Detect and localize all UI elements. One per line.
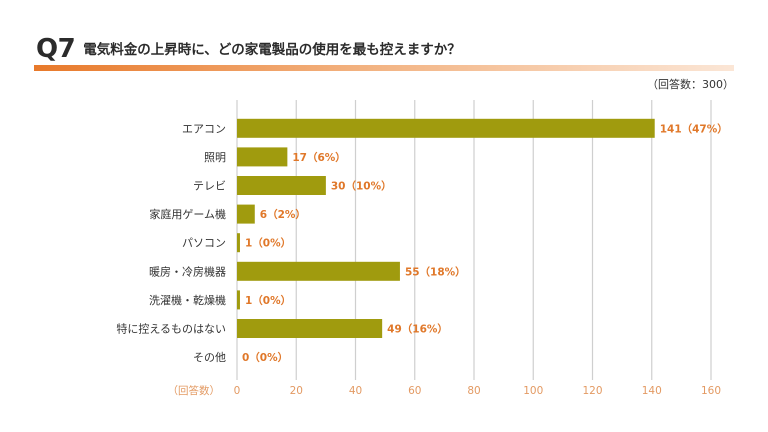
category-label: パソコン (182, 237, 226, 250)
bar (237, 290, 240, 310)
data-label: 141（47%） (660, 122, 728, 135)
title-underline (34, 65, 734, 71)
category-label: 家庭用ゲーム機 (149, 207, 226, 221)
x-tick-label: 120 (582, 385, 602, 397)
data-label: 0（0%） (242, 351, 288, 364)
x-tick-label: 40 (349, 385, 362, 397)
data-label: 1（0%） (245, 237, 291, 250)
bar (237, 147, 288, 167)
chart-header: Q7 電気料金の上昇時に、どの家電製品の使用を最も控えますか？ (36, 34, 461, 64)
bar (237, 118, 655, 138)
bar (237, 261, 400, 281)
bar (237, 204, 255, 224)
x-tick-label: 80 (467, 385, 480, 397)
category-label: 洗濯機・乾燥機 (149, 293, 226, 307)
data-label: 6（2%） (260, 208, 306, 221)
category-label: その他 (193, 351, 226, 364)
category-label: 特に控えるものはない (116, 322, 226, 336)
x-tick-label: 0 (234, 385, 241, 397)
category-label: 照明 (204, 151, 226, 164)
category-label: テレビ (193, 180, 226, 193)
x-tick-label: 60 (408, 385, 421, 397)
category-label: 暖房・冷房機器 (149, 264, 226, 278)
data-label: 17（6%） (292, 151, 345, 164)
bar (237, 176, 326, 195)
respondent-count: （回答数：300） (647, 78, 734, 91)
bar (237, 319, 383, 338)
data-label: 55（18%） (405, 265, 466, 278)
x-tick-label: 20 (290, 385, 303, 397)
question-number: Q7 (36, 34, 76, 64)
bar (237, 233, 240, 253)
question-title: 電気料金の上昇時に、どの家電製品の使用を最も控えますか？ (83, 42, 461, 58)
data-label: 49（16%） (387, 323, 448, 336)
category-label: エアコン (182, 122, 226, 135)
x-tick-label: 160 (701, 385, 721, 397)
data-label: 1（0%） (245, 294, 291, 307)
data-label: 30（10%） (331, 180, 392, 193)
x-tick-label: 100 (523, 385, 543, 397)
x-tick-label: 140 (642, 385, 662, 397)
x-axis-label: （回答数） (168, 384, 221, 397)
